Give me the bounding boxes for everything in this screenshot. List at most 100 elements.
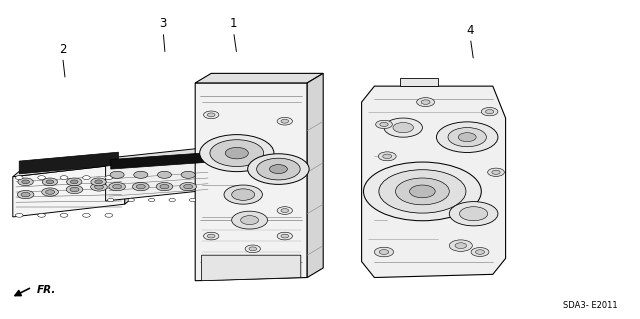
Circle shape — [38, 213, 45, 217]
Circle shape — [481, 108, 498, 116]
Polygon shape — [211, 146, 219, 190]
Circle shape — [207, 234, 215, 238]
Circle shape — [189, 198, 196, 202]
Circle shape — [471, 248, 489, 256]
Circle shape — [105, 176, 113, 180]
Circle shape — [83, 213, 90, 217]
Circle shape — [108, 198, 114, 202]
Text: 4: 4 — [467, 24, 474, 37]
Polygon shape — [307, 73, 323, 278]
Circle shape — [15, 176, 23, 180]
Text: 3: 3 — [159, 17, 167, 30]
Circle shape — [181, 171, 195, 178]
Circle shape — [379, 249, 389, 255]
Circle shape — [200, 135, 274, 172]
Polygon shape — [106, 146, 219, 165]
Circle shape — [492, 170, 500, 174]
Circle shape — [136, 184, 145, 189]
Circle shape — [210, 140, 264, 167]
Circle shape — [134, 171, 148, 178]
Text: SDA3- E2011: SDA3- E2011 — [563, 301, 618, 310]
Circle shape — [60, 213, 68, 217]
Polygon shape — [111, 153, 206, 169]
Circle shape — [281, 119, 289, 123]
Circle shape — [379, 170, 466, 213]
Circle shape — [148, 198, 155, 202]
Circle shape — [128, 198, 134, 202]
Circle shape — [184, 184, 193, 189]
Circle shape — [232, 211, 268, 229]
Text: 2: 2 — [59, 43, 67, 56]
Circle shape — [17, 190, 34, 199]
Circle shape — [241, 216, 259, 225]
Circle shape — [91, 178, 106, 186]
Circle shape — [66, 185, 83, 194]
Circle shape — [42, 178, 58, 186]
Circle shape — [364, 162, 481, 221]
Circle shape — [281, 209, 289, 212]
Circle shape — [207, 113, 215, 117]
Circle shape — [448, 128, 486, 147]
Polygon shape — [195, 83, 307, 281]
Circle shape — [455, 243, 467, 249]
Circle shape — [248, 154, 309, 184]
Polygon shape — [106, 153, 211, 201]
Circle shape — [374, 247, 394, 257]
Circle shape — [109, 182, 125, 191]
Circle shape — [15, 213, 23, 217]
Circle shape — [105, 213, 113, 217]
Circle shape — [225, 147, 248, 159]
Text: FR.: FR. — [36, 285, 56, 295]
Circle shape — [70, 180, 78, 184]
Circle shape — [393, 122, 413, 133]
Circle shape — [70, 187, 79, 192]
Circle shape — [277, 117, 292, 125]
Circle shape — [46, 180, 54, 184]
Polygon shape — [195, 73, 323, 83]
Circle shape — [257, 158, 300, 180]
Circle shape — [38, 176, 45, 180]
Circle shape — [417, 98, 435, 107]
Circle shape — [180, 182, 196, 191]
Circle shape — [232, 189, 255, 200]
Circle shape — [277, 232, 292, 240]
Circle shape — [91, 183, 108, 191]
Circle shape — [378, 152, 396, 161]
Circle shape — [449, 240, 472, 251]
Circle shape — [488, 168, 504, 176]
Polygon shape — [13, 164, 125, 217]
Circle shape — [83, 176, 90, 180]
Circle shape — [410, 185, 435, 198]
Circle shape — [95, 185, 104, 189]
Circle shape — [485, 110, 494, 114]
Circle shape — [132, 182, 149, 191]
Circle shape — [281, 234, 289, 238]
Circle shape — [110, 171, 124, 178]
Polygon shape — [125, 156, 134, 204]
Circle shape — [249, 247, 257, 251]
Circle shape — [421, 100, 430, 104]
Circle shape — [21, 192, 30, 197]
Polygon shape — [362, 86, 506, 278]
Circle shape — [224, 185, 262, 204]
Circle shape — [376, 120, 392, 129]
Circle shape — [42, 188, 58, 196]
Circle shape — [396, 178, 449, 205]
Circle shape — [169, 198, 175, 202]
Circle shape — [67, 178, 82, 186]
Circle shape — [60, 176, 68, 180]
Circle shape — [204, 232, 219, 240]
Circle shape — [476, 250, 484, 254]
Polygon shape — [13, 156, 134, 177]
Circle shape — [18, 178, 33, 186]
Circle shape — [160, 184, 169, 189]
Circle shape — [113, 184, 122, 189]
Polygon shape — [400, 78, 438, 86]
Polygon shape — [202, 255, 301, 281]
Circle shape — [449, 202, 498, 226]
Circle shape — [156, 182, 173, 191]
Circle shape — [436, 122, 498, 152]
Circle shape — [460, 207, 488, 221]
Circle shape — [204, 111, 219, 119]
Text: 1: 1 — [230, 17, 237, 30]
